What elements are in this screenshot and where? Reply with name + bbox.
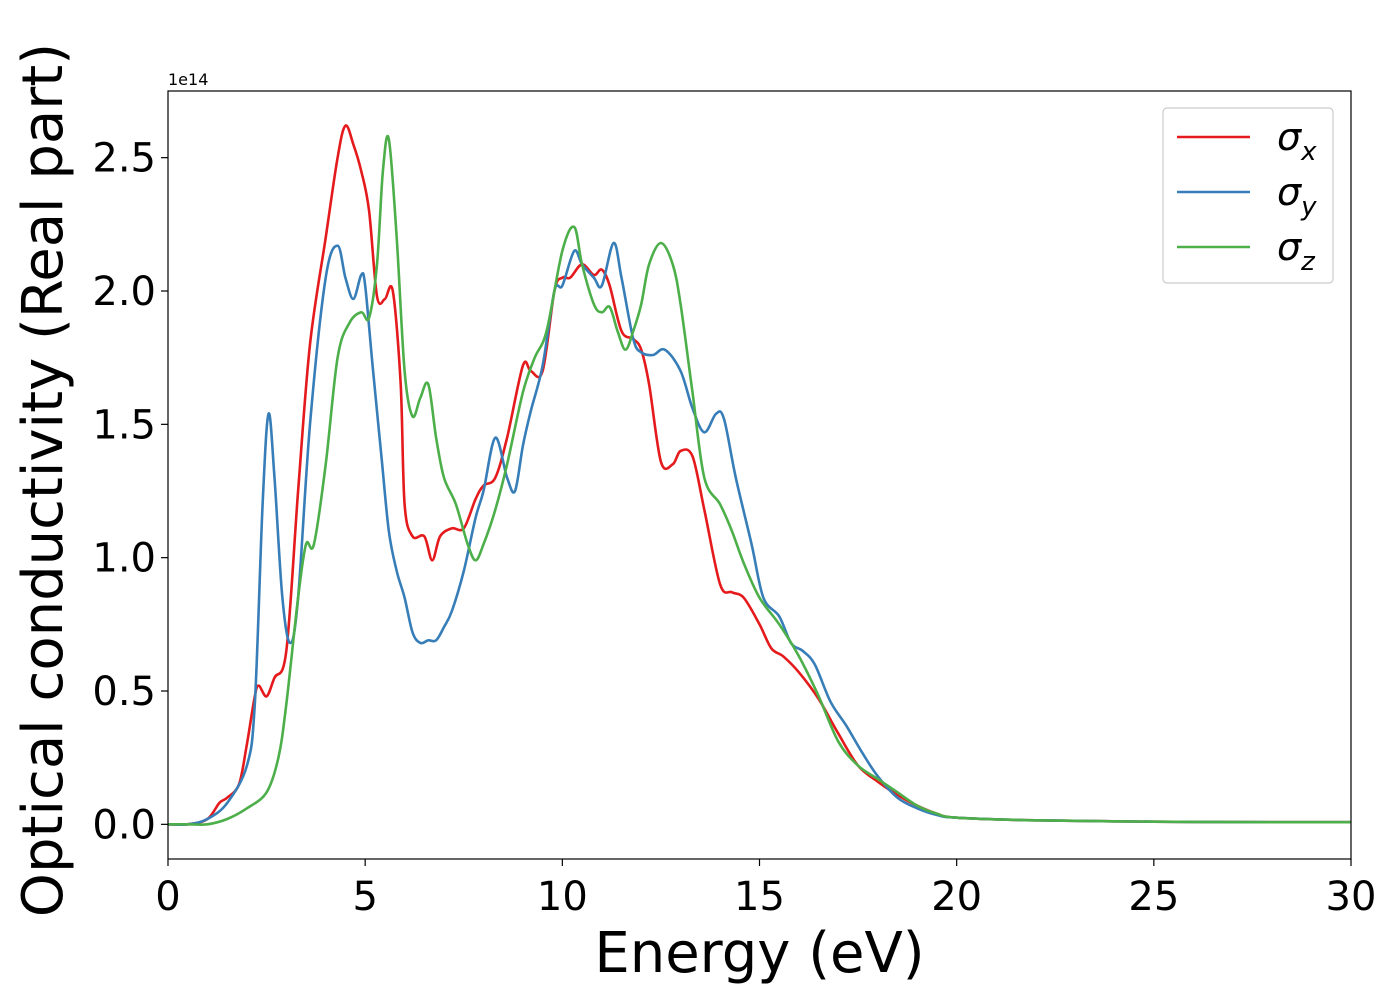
x-tick-label: 10	[537, 874, 588, 920]
series-line-y	[168, 241, 1351, 826]
y-tick-label: 1.0	[92, 536, 156, 582]
series-layer	[168, 124, 1351, 826]
x-tick-label: 20	[931, 874, 982, 920]
y-axis-offset-label: 1e14	[168, 70, 208, 89]
x-tick-label: 25	[1128, 874, 1179, 920]
x-tick-label: 5	[352, 874, 377, 920]
y-tick-label: 2.5	[92, 136, 156, 182]
x-tick-label: 0	[155, 874, 180, 920]
legend-frame	[1162, 107, 1334, 284]
x-axis-title: Energy (eV)	[594, 921, 924, 986]
y-axis-ticks: 0.0 0.5 1.0 1.5 2.0 2.5	[92, 136, 168, 848]
x-tick-label: 15	[734, 874, 785, 920]
legend-label-y: σy	[1277, 170, 1317, 222]
series-line-x	[168, 124, 1351, 826]
y-tick-label: 0.0	[92, 802, 156, 848]
series-line-z	[168, 135, 1351, 826]
legend-label-z: σz	[1277, 225, 1316, 277]
y-tick-label: 2.0	[92, 269, 156, 315]
legend-label-x: σx	[1277, 115, 1317, 167]
x-axis-ticks: 0 5 10 15 20 25 30	[155, 859, 1376, 920]
y-tick-label: 0.5	[92, 669, 156, 715]
x-tick-label: 30	[1326, 874, 1377, 920]
y-axis-title: Optical conductivity (Real part)	[11, 43, 76, 917]
y-tick-label: 1.5	[92, 402, 156, 448]
